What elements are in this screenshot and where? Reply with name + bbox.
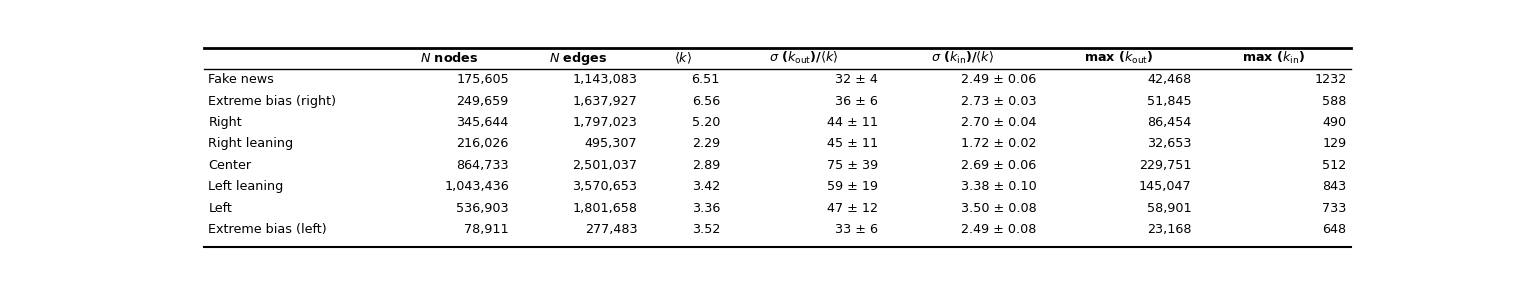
Text: 2,501,037: 2,501,037: [572, 159, 637, 172]
Text: 2.70 ± 0.04: 2.70 ± 0.04: [962, 116, 1036, 129]
Text: 3.36: 3.36: [692, 201, 721, 215]
Text: 32 ± 4: 32 ± 4: [836, 73, 878, 86]
Text: $\sigma$ ($k_{\mathrm{in}}$)/$\langle k \rangle$: $\sigma$ ($k_{\mathrm{in}}$)/$\langle k …: [931, 50, 994, 67]
Text: 490: 490: [1323, 116, 1347, 129]
Text: 5.20: 5.20: [692, 116, 721, 129]
Text: 78,911: 78,911: [464, 223, 508, 236]
Text: 588: 588: [1323, 95, 1347, 108]
Text: 86,454: 86,454: [1147, 116, 1191, 129]
Text: 1,801,658: 1,801,658: [572, 201, 637, 215]
Text: 3.52: 3.52: [692, 223, 721, 236]
Text: max ($k_{\mathrm{in}}$): max ($k_{\mathrm{in}}$): [1242, 50, 1305, 67]
Text: Fake news: Fake news: [208, 73, 275, 86]
Text: 512: 512: [1323, 159, 1347, 172]
Text: 1,043,436: 1,043,436: [444, 180, 508, 193]
Text: 2.49 ± 0.06: 2.49 ± 0.06: [962, 73, 1036, 86]
Text: 2.29: 2.29: [692, 137, 721, 150]
Text: 843: 843: [1323, 180, 1347, 193]
Text: $\sigma$ ($k_{\mathrm{out}}$)/$\langle k \rangle$: $\sigma$ ($k_{\mathrm{out}}$)/$\langle k…: [769, 50, 839, 67]
Text: Left: Left: [208, 201, 232, 215]
Text: 2.49 ± 0.08: 2.49 ± 0.08: [962, 223, 1036, 236]
Text: 277,483: 277,483: [584, 223, 637, 236]
Text: 145,047: 145,047: [1139, 180, 1191, 193]
Text: 345,644: 345,644: [457, 116, 508, 129]
Text: 1232: 1232: [1314, 73, 1347, 86]
Text: $N$ edges: $N$ edges: [549, 50, 607, 67]
Text: 2.89: 2.89: [692, 159, 721, 172]
Text: 23,168: 23,168: [1147, 223, 1191, 236]
Text: $\langle k \rangle$: $\langle k \rangle$: [674, 51, 692, 66]
Text: 129: 129: [1323, 137, 1347, 150]
Text: 44 ± 11: 44 ± 11: [827, 116, 878, 129]
Text: 59 ± 19: 59 ± 19: [827, 180, 878, 193]
Text: 733: 733: [1323, 201, 1347, 215]
Text: 216,026: 216,026: [457, 137, 508, 150]
Text: 3.50 ± 0.08: 3.50 ± 0.08: [960, 201, 1036, 215]
Text: 229,751: 229,751: [1139, 159, 1191, 172]
Text: 6.56: 6.56: [692, 95, 721, 108]
Text: Left leaning: Left leaning: [208, 180, 284, 193]
Text: 495,307: 495,307: [584, 137, 637, 150]
Text: 33 ± 6: 33 ± 6: [836, 223, 878, 236]
Text: 175,605: 175,605: [457, 73, 508, 86]
Text: 1.72 ± 0.02: 1.72 ± 0.02: [962, 137, 1036, 150]
Text: 75 ± 39: 75 ± 39: [827, 159, 878, 172]
Text: 42,468: 42,468: [1147, 73, 1191, 86]
Text: 1,143,083: 1,143,083: [572, 73, 637, 86]
Text: 51,845: 51,845: [1147, 95, 1191, 108]
Text: Extreme bias (left): Extreme bias (left): [208, 223, 328, 236]
Text: 1,797,023: 1,797,023: [572, 116, 637, 129]
Text: 864,733: 864,733: [457, 159, 508, 172]
Text: 6.51: 6.51: [692, 73, 721, 86]
Text: $N$ nodes: $N$ nodes: [420, 51, 478, 65]
Text: max ($k_{\mathrm{out}}$): max ($k_{\mathrm{out}}$): [1085, 50, 1153, 67]
Text: 536,903: 536,903: [457, 201, 508, 215]
Text: Right leaning: Right leaning: [208, 137, 294, 150]
Text: 1,637,927: 1,637,927: [572, 95, 637, 108]
Text: 58,901: 58,901: [1147, 201, 1191, 215]
Text: Right: Right: [208, 116, 243, 129]
Text: 45 ± 11: 45 ± 11: [827, 137, 878, 150]
Text: 3,570,653: 3,570,653: [572, 180, 637, 193]
Text: Center: Center: [208, 159, 252, 172]
Text: Extreme bias (right): Extreme bias (right): [208, 95, 337, 108]
Text: 648: 648: [1323, 223, 1347, 236]
Text: 249,659: 249,659: [457, 95, 508, 108]
Text: 32,653: 32,653: [1147, 137, 1191, 150]
Text: 47 ± 12: 47 ± 12: [827, 201, 878, 215]
Text: 2.69 ± 0.06: 2.69 ± 0.06: [962, 159, 1036, 172]
Text: 36 ± 6: 36 ± 6: [836, 95, 878, 108]
Text: 3.42: 3.42: [692, 180, 721, 193]
Text: 2.73 ± 0.03: 2.73 ± 0.03: [962, 95, 1036, 108]
Text: 3.38 ± 0.10: 3.38 ± 0.10: [960, 180, 1036, 193]
